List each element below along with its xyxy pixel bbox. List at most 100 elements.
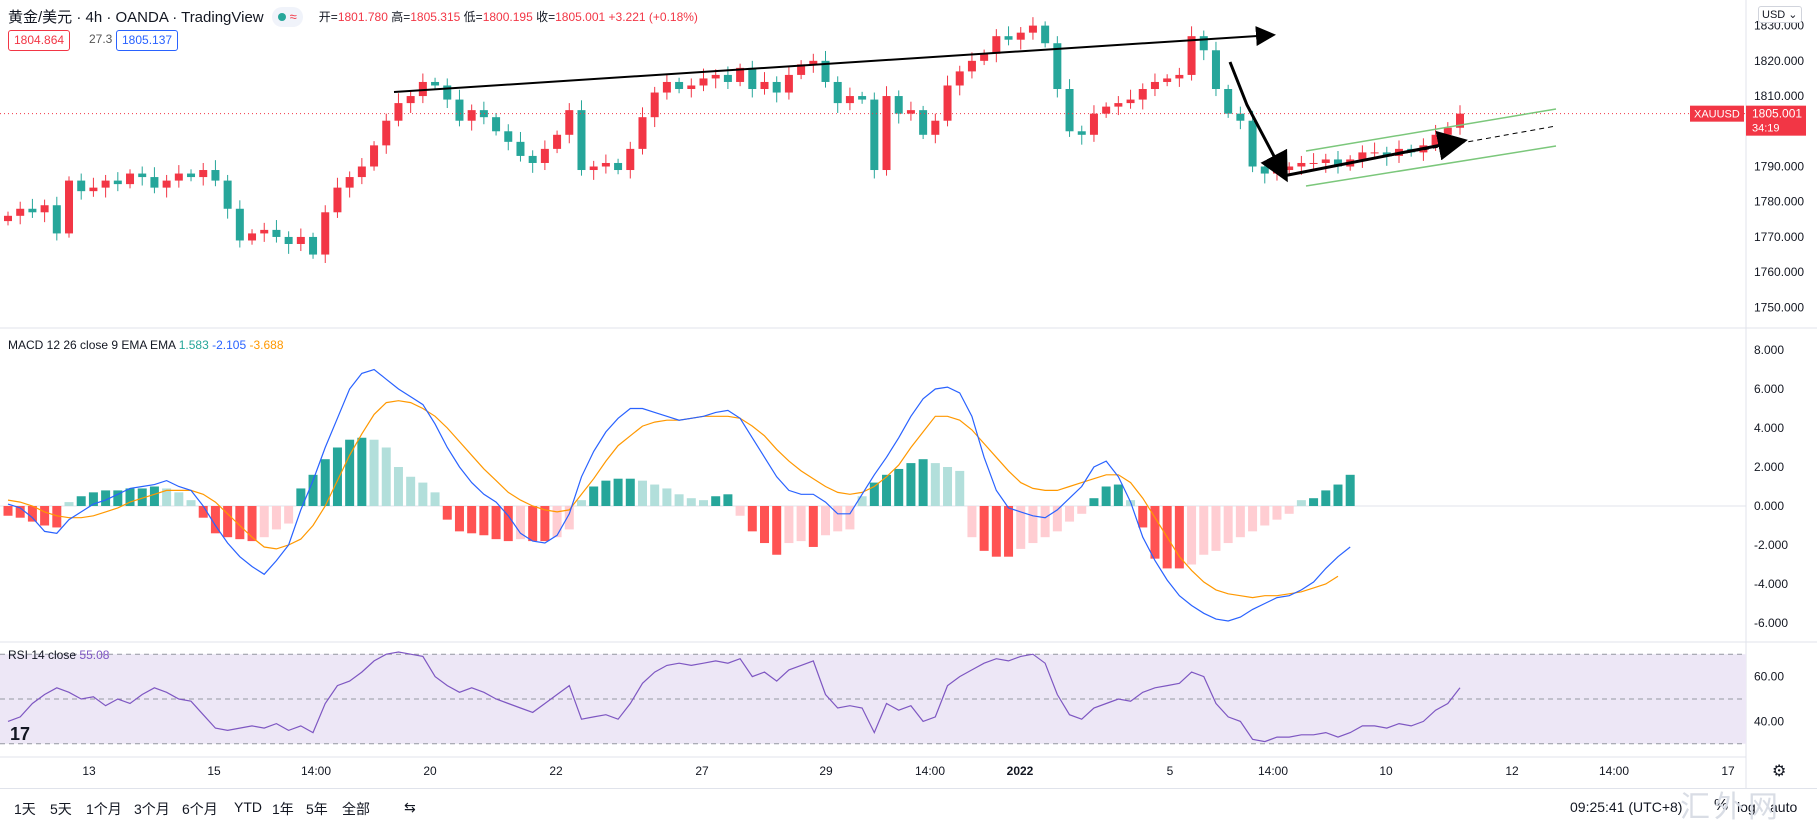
macd-hist-bar [1077, 506, 1087, 514]
candle-body [650, 92, 659, 118]
macd-hist-bar [1199, 506, 1209, 555]
macd-hist-bar [637, 480, 647, 506]
candle-body [577, 110, 586, 171]
rsi-legend[interactable]: RSI 14 close 55.08 [8, 648, 109, 662]
candle-body [784, 74, 793, 93]
candle-body [370, 145, 379, 167]
timeframe-0[interactable]: 1天 [14, 801, 36, 817]
sell-price-button[interactable]: 1804.864 [8, 30, 71, 51]
candle-body [967, 60, 976, 72]
timeframe-4[interactable]: 6个月 [182, 801, 218, 817]
macd-hist-bar [540, 506, 550, 542]
auto-toggle[interactable]: auto [1770, 799, 1798, 815]
timeframe-5[interactable]: YTD [234, 799, 262, 815]
candle-body [1248, 120, 1257, 167]
candle-body [797, 64, 806, 75]
macd-hist-bar [821, 506, 831, 536]
macd-hist-bar [1113, 484, 1123, 506]
timeframe-6[interactable]: 1年 [272, 801, 294, 817]
candle-body [1089, 113, 1098, 135]
candle-body [77, 180, 86, 192]
candle-body [748, 67, 757, 90]
candle-body [101, 180, 110, 188]
time-tick-label: 17 [1721, 764, 1735, 778]
macd-hist-bar [552, 506, 562, 538]
macd-legend[interactable]: MACD 12 26 close 9 EMA EMA 1.583 -2.105 … [8, 338, 284, 352]
time-tick-label: 5 [1167, 764, 1174, 778]
candle-body [870, 99, 879, 171]
rsi-tick-label: 60.00 [1754, 670, 1784, 684]
time-tick-label: 22 [549, 764, 563, 778]
macd-hist-bar [1260, 506, 1270, 526]
candle-body [333, 187, 342, 213]
macd-hist-bar [76, 496, 86, 506]
candle-body [553, 134, 562, 149]
timeframe-2[interactable]: 1个月 [86, 801, 122, 817]
timeframe-7[interactable]: 5年 [306, 801, 328, 817]
symbol-title[interactable]: 黄金/美元 · 4h · OANDA · TradingView [8, 9, 264, 26]
macd-hist-bar [1248, 506, 1258, 532]
currency-select[interactable]: USD ⌄ [1758, 6, 1802, 23]
candle-body [150, 177, 159, 188]
macd-hist-bar [113, 490, 123, 506]
macd-hist-bar [918, 459, 928, 506]
macd-hist-bar [430, 492, 440, 506]
log-toggle[interactable]: log [1737, 799, 1756, 815]
candle-body [723, 74, 732, 82]
macd-hist-bar [625, 478, 635, 506]
compare-icon[interactable]: ⇆ [404, 799, 416, 815]
candle-body [955, 71, 964, 86]
candle-body [1065, 89, 1074, 132]
candle-body [845, 96, 854, 104]
candle-body [223, 180, 232, 209]
macd-hist-bar [1211, 506, 1221, 551]
timeframe-3[interactable]: 3个月 [134, 801, 170, 817]
macd-hist-bar [1040, 506, 1050, 538]
candle-body [1004, 36, 1013, 40]
macd-hist-bar [784, 506, 794, 544]
macd-hist-bar [332, 447, 342, 506]
buy-price-button[interactable]: 1805.137 [116, 30, 179, 51]
timeframe-8[interactable]: 全部 [342, 801, 370, 817]
candle-body [1443, 127, 1452, 135]
time-tick-label: 14:00 [915, 764, 945, 778]
candle-body [28, 208, 37, 213]
countdown-label: 34:19 [1752, 123, 1780, 135]
candle-body [1260, 166, 1269, 174]
macd-hist-bar [393, 467, 403, 506]
macd-hist-bar [1235, 506, 1245, 538]
macd-hist-bar [589, 486, 599, 506]
macd-hist-bar [15, 506, 25, 518]
candle-body [1187, 36, 1196, 75]
macd-hist-bar [491, 506, 501, 540]
macd-hist-bar [1187, 506, 1197, 565]
macd-hist-bar [174, 492, 184, 506]
macd-hist-bar [64, 502, 74, 506]
candle-body [675, 81, 684, 90]
candle-body [662, 81, 671, 93]
timeframe-1[interactable]: 5天 [50, 801, 72, 817]
macd-hist-bar [88, 492, 98, 506]
price-tick-label: 1810.000 [1754, 89, 1804, 103]
time-tick-label: 12 [1505, 764, 1519, 778]
candle-body [772, 81, 781, 93]
candle-body [1138, 89, 1147, 100]
last-price-box [1746, 105, 1806, 136]
macd-hist-bar [162, 488, 172, 506]
macd-hist-bar [723, 494, 733, 506]
candle-body [16, 208, 25, 216]
market-open-icon [277, 12, 286, 21]
clock[interactable]: 09:25:41 (UTC+8) [1570, 799, 1683, 815]
market-status[interactable]: ≈ [271, 6, 303, 27]
candle-body [211, 170, 220, 181]
macd-hist-bar [52, 506, 62, 528]
high-value: 1805.315 [410, 10, 461, 24]
macd-tick-label: 6.000 [1754, 382, 1784, 396]
percent-toggle[interactable]: % [1714, 797, 1729, 814]
rsi-line [7, 651, 1461, 743]
macd-hist-bar [601, 480, 611, 506]
candle-body [1163, 78, 1172, 82]
macd-hist-bar [943, 467, 953, 506]
macd-tick-label: -6.000 [1754, 616, 1788, 630]
